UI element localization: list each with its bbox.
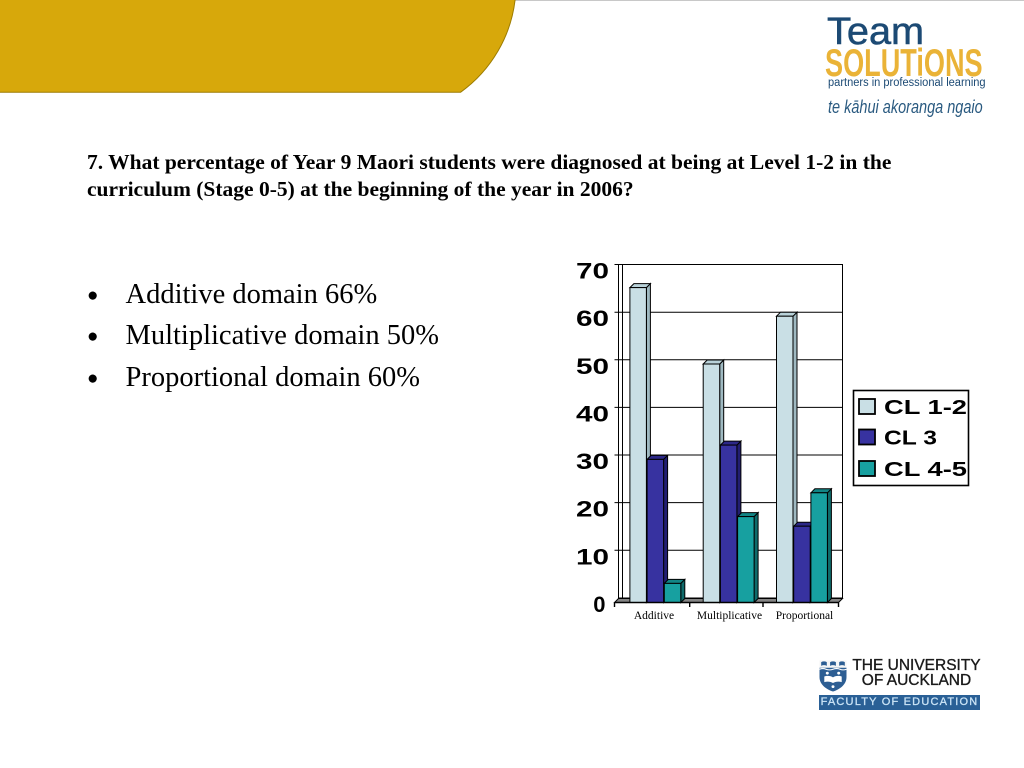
svg-text:CL 3: CL 3	[884, 428, 937, 450]
svg-text:Multiplicative: Multiplicative	[697, 610, 762, 622]
svg-text:CL 1-2: CL 1-2	[884, 397, 967, 419]
svg-text:0: 0	[593, 592, 605, 617]
svg-text:10: 10	[576, 544, 609, 569]
svg-text:60: 60	[576, 306, 609, 331]
svg-text:20: 20	[576, 497, 609, 522]
svg-text:30: 30	[576, 449, 609, 474]
svg-text:CL 4-5: CL 4-5	[884, 459, 967, 481]
svg-text:Additive: Additive	[634, 610, 674, 622]
svg-text:40: 40	[576, 401, 609, 426]
svg-text:Proportional: Proportional	[776, 610, 834, 622]
svg-text:70: 70	[576, 259, 609, 284]
svg-text:50: 50	[576, 354, 609, 379]
